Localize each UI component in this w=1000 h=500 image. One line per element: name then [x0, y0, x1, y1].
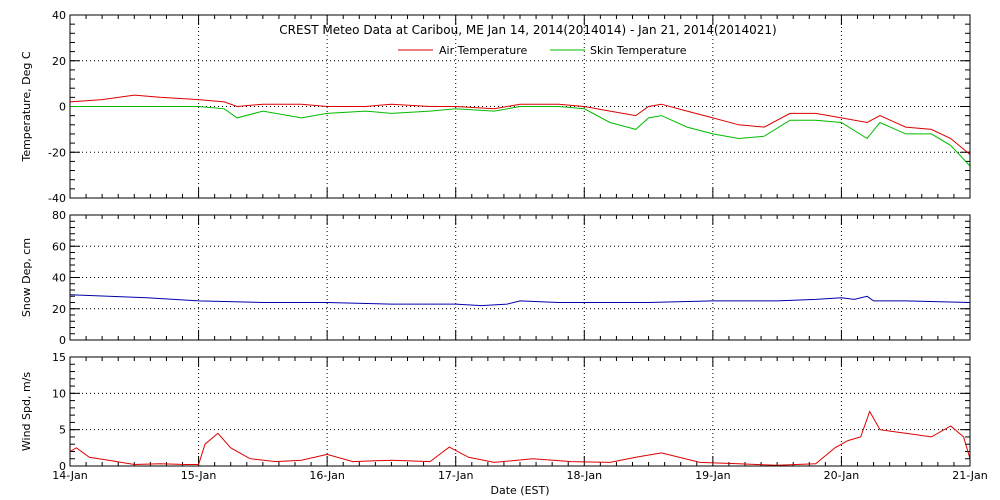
legend: Air Temperature Skin Temperature: [398, 44, 687, 57]
y-tick-label: 80: [52, 209, 66, 222]
snow-depth-panel: 0 20 40 60 80 Snow Dep, cm: [20, 209, 971, 347]
wind-speed-panel: 0 5 10 15 Wind Spd, m/s: [20, 351, 971, 473]
x-tick-label: 14-Jan: [52, 469, 88, 482]
x-tick-label: 19-Jan: [695, 469, 731, 482]
x-tick-label: 21-Jan: [952, 469, 988, 482]
temperature-plot-frame: [69, 14, 971, 199]
legend-label-air-temperature: Air Temperature: [439, 44, 528, 57]
y-tick-label: -20: [48, 146, 66, 159]
y-tick-label: 10: [52, 387, 66, 400]
y-tick-label: -40: [48, 192, 66, 205]
wind-speed-y-axis-label: Wind Spd, m/s: [20, 372, 33, 452]
wind-speed-plot-frame: [69, 356, 971, 467]
x-tick-label: 20-Jan: [824, 469, 860, 482]
temperature-panel: -40 -20 0 20 40 Temperature, Deg C: [20, 9, 971, 205]
y-tick-label: 0: [59, 334, 66, 347]
y-tick-label: 0: [59, 101, 66, 114]
y-tick-label: 20: [52, 55, 66, 68]
x-tick-label: 16-Jan: [309, 469, 345, 482]
x-axis-tick-labels: 14-Jan 15-Jan 16-Jan 17-Jan 18-Jan 19-Jan 20-J…: [52, 469, 988, 482]
y-tick-label: 0: [59, 460, 66, 473]
x-tick-label: 15-Jan: [181, 469, 217, 482]
legend-label-skin-temperature: Skin Temperature: [590, 44, 687, 57]
chart-title: CREST Meteo Data at Caribou, ME Jan 14, …: [279, 23, 776, 37]
y-tick-label: 40: [52, 272, 66, 285]
snow-depth-series-line-0: [69, 294, 971, 307]
x-tick-label: 18-Jan: [567, 469, 603, 482]
y-tick-label: 5: [59, 424, 66, 437]
y-tick-label: 15: [52, 351, 66, 364]
x-tick-label: 17-Jan: [438, 469, 474, 482]
temperature-series-line-1: [70, 106, 971, 167]
y-tick-label: 60: [52, 240, 66, 253]
y-tick-label: 20: [52, 303, 66, 316]
y-tick-label: 40: [52, 9, 66, 22]
temperature-series-line-0: [69, 94, 971, 155]
snow-depth-plot-frame: [69, 214, 971, 341]
snow-depth-y-axis-label: Snow Dep, cm: [20, 238, 33, 317]
temperature-y-axis-label: Temperature, Deg C: [20, 51, 33, 162]
wind-speed-series-line-0: [69, 410, 971, 466]
x-axis-label: Date (EST): [490, 484, 549, 497]
